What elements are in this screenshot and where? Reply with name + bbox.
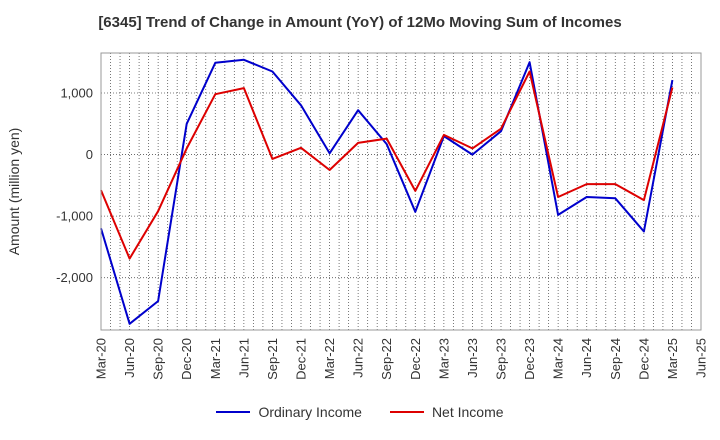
- x-tick-label: Mar-20: [94, 338, 109, 379]
- x-tick-label: Jun-21: [236, 338, 251, 378]
- legend-item-ordinary-income: Ordinary Income: [216, 404, 362, 420]
- x-tick-label: Mar-25: [665, 338, 680, 379]
- x-tick-label: Dec-23: [522, 338, 537, 380]
- x-tick-label: Jun-25: [694, 338, 709, 378]
- y-tick-label: -2,000: [56, 270, 93, 285]
- x-tick-label: Mar-21: [208, 338, 223, 379]
- x-tick-label: Jun-20: [122, 338, 137, 378]
- x-tick-label: Sep-23: [494, 338, 509, 380]
- x-tick-label: Mar-24: [551, 338, 566, 379]
- legend-label-ordinary-income: Ordinary Income: [258, 404, 362, 420]
- plot-frame: [100, 52, 702, 331]
- legend-swatch-ordinary-income: [216, 411, 251, 413]
- x-tick-label: Sep-22: [379, 338, 394, 380]
- x-tick-label: Dec-22: [408, 338, 423, 380]
- series-line-net-income: [100, 70, 674, 260]
- y-axis: 1,000 0 -1,000 -2,000: [56, 86, 93, 286]
- x-tick-label: Mar-22: [322, 338, 337, 379]
- x-tick-label: Sep-24: [608, 338, 623, 380]
- legend-item-net-income: Net Income: [389, 404, 504, 420]
- x-tick-label: Sep-20: [151, 338, 166, 380]
- x-axis: Mar-20 Jun-20 Sep-20 Dec-20 Mar-21 Jun-21 Sep-…: [94, 338, 709, 380]
- y-tick-label: -1,000: [56, 209, 93, 224]
- y-tick-label: 1,000: [60, 86, 93, 101]
- series-lines: [100, 58, 674, 325]
- y-tick-label: 0: [86, 147, 93, 162]
- x-tick-label: Jun-22: [351, 338, 366, 378]
- x-tick-label: Mar-23: [436, 338, 451, 379]
- x-tick-label: Dec-20: [179, 338, 194, 380]
- legend-swatch-net-income: [389, 411, 424, 413]
- grid-lines: [101, 53, 701, 330]
- x-tick-label: Jun-24: [579, 338, 594, 378]
- series-line-ordinary-income: [100, 58, 674, 325]
- x-tick-label: Sep-21: [265, 338, 280, 380]
- y-axis-label: Amount (million yen): [6, 128, 22, 256]
- chart-title: [6345] Trend of Change in Amount (YoY) o…: [98, 14, 622, 31]
- legend: Ordinary Income Net Income: [0, 404, 720, 420]
- x-tick-label: Jun-23: [465, 338, 480, 378]
- x-tick-label: Dec-21: [294, 338, 309, 380]
- legend-label-net-income: Net Income: [431, 404, 504, 420]
- x-tick-label: Dec-24: [636, 338, 651, 380]
